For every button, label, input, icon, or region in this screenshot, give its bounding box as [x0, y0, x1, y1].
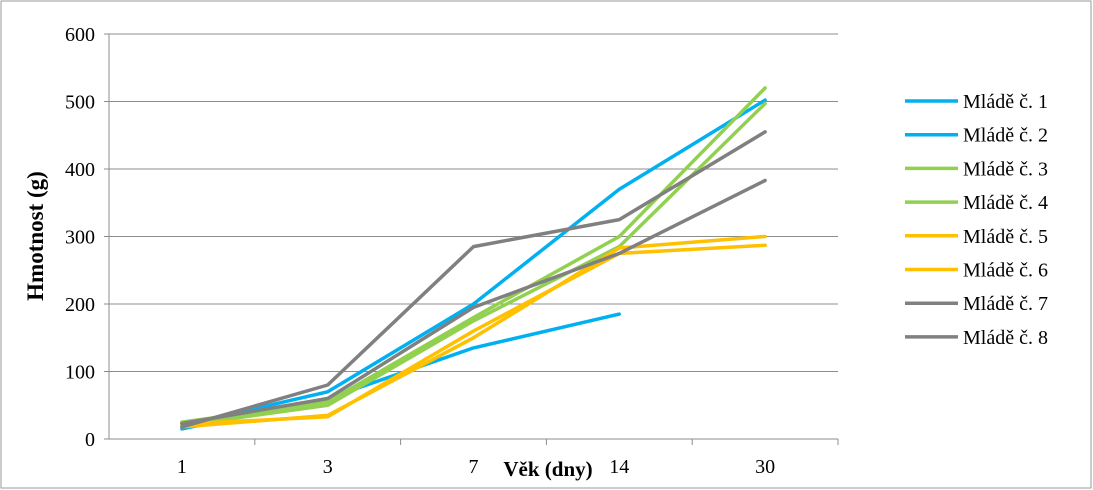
series-line-4	[180, 101, 767, 428]
legend-label: Mládě č. 1	[963, 91, 1048, 113]
y-tick-label: 200	[65, 294, 95, 316]
x-axis-title: Věk (dny)	[503, 457, 592, 481]
x-tick-label: 30	[755, 456, 775, 478]
y-tick-label: 600	[65, 24, 95, 46]
y-tick-label: 100	[65, 362, 95, 384]
legend-label: Mládě č. 4	[963, 192, 1048, 214]
legend-label: Mládě č. 7	[963, 293, 1048, 315]
series-line-7	[180, 130, 767, 429]
y-tick-label: 0	[85, 429, 95, 451]
gridlines	[109, 33, 838, 372]
legend-label: Mládě č. 8	[963, 327, 1048, 349]
x-tick-label: 3	[323, 456, 333, 478]
y-axis-title: Hmotnost (g)	[23, 171, 48, 301]
y-tick-label: 300	[65, 227, 95, 249]
legend-label: Mládě č. 6	[963, 260, 1048, 282]
series-line-3	[180, 86, 767, 424]
x-tick-label: 1	[177, 456, 187, 478]
series-line-6	[180, 243, 767, 426]
y-tick-label: 500	[65, 92, 95, 114]
legend-label: Mládě č. 2	[963, 125, 1048, 147]
legend-label: Mládě č. 3	[963, 158, 1048, 180]
legend-label: Mládě č. 5	[963, 226, 1048, 248]
x-tick-label: 7	[469, 456, 479, 478]
series-line-2	[180, 98, 767, 428]
y-tick-label: 400	[65, 159, 95, 181]
series-line-8	[180, 178, 767, 426]
axes: 0 100 200 300 400 500 600 1 3 7 14 30	[65, 24, 839, 478]
x-tick-label: 14	[609, 456, 629, 478]
plot-area	[180, 86, 767, 431]
legend: Mládě č. 1 Mládě č. 2 Mládě č. 3 Mládě č. 4…	[905, 91, 1048, 349]
